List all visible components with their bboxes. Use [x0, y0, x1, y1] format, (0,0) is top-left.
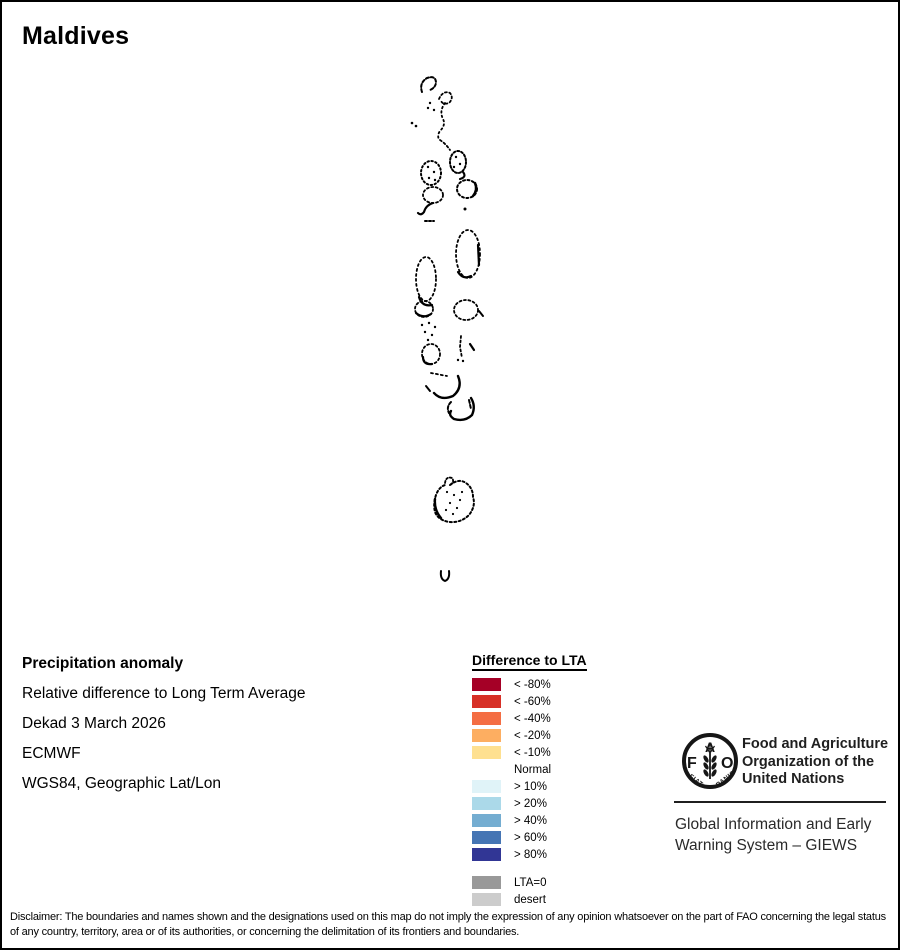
legend-swatch [472, 848, 501, 861]
fao-logo-icon: F A O FIAT PANIS [682, 733, 738, 789]
legend-swatch [472, 780, 501, 793]
legend-swatch [472, 746, 501, 759]
fao-logo-letter-o: O [721, 755, 733, 772]
fao-org-name: Food and Agriculture Organization of the… [742, 736, 888, 789]
legend-swatch [472, 876, 501, 889]
legend-row: < -60% [472, 693, 662, 710]
giews-line: Warning System – GIEWS [675, 837, 858, 854]
wheat-ear-icon [703, 744, 717, 779]
info-dekad: Dekad 3 March 2026 [22, 715, 166, 732]
legend-row: > 60% [472, 829, 662, 846]
giews-label: Global Information and Early Warning Sys… [675, 814, 871, 856]
legend-label: > 10% [514, 780, 547, 793]
legend-label: < -20% [514, 729, 551, 742]
legend-swatch [472, 712, 501, 725]
legend-swatch [472, 695, 501, 708]
legend-row: > 20% [472, 795, 662, 812]
info-method: Relative difference to Long Term Average [22, 685, 306, 702]
info-projection: WGS84, Geographic Lat/Lon [22, 775, 222, 792]
fao-logo-letter-f: F [687, 755, 697, 772]
legend-label: > 60% [514, 831, 547, 844]
legend-swatch [472, 729, 501, 742]
disclaimer-text: Disclaimer: The boundaries and names sho… [10, 911, 886, 938]
legend: Difference to LTA < -80% < -60% < -40% <… [472, 652, 662, 908]
legend-label: > 80% [514, 848, 547, 861]
legend-label: > 40% [514, 814, 547, 827]
page-title: Maldives [22, 22, 130, 50]
fao-org-line: Food and Agriculture [742, 736, 889, 752]
info-source: ECMWF [22, 745, 81, 762]
atoll-outlines [410, 76, 484, 583]
legend-title: Difference to LTA [472, 652, 587, 671]
fao-motto-fiat: FIAT [687, 773, 704, 788]
legend-label: < -80% [514, 678, 551, 691]
legend-row: Normal [472, 761, 662, 778]
legend-label: LTA=0 [514, 876, 547, 889]
legend-row: > 10% [472, 778, 662, 795]
legend-row: < -20% [472, 727, 662, 744]
legend-row: < -40% [472, 710, 662, 727]
legend-label: Normal [514, 763, 552, 776]
legend-swatch [472, 814, 501, 827]
legend-label: desert [514, 893, 546, 906]
legend-swatch [472, 893, 501, 906]
legend-label: < -10% [514, 746, 551, 759]
legend-row: < -80% [472, 676, 662, 693]
fao-motto-panis: PANIS [715, 770, 737, 789]
legend-label: < -40% [514, 712, 551, 725]
fao-org-line: United Nations [742, 771, 845, 787]
legend-swatch [472, 678, 501, 691]
legend-row: LTA=0 [472, 874, 662, 891]
legend-row: > 40% [472, 812, 662, 829]
map-info-block: Precipitation anomaly Relative differenc… [22, 655, 442, 805]
legend-swatch [472, 797, 501, 810]
legend-swatch [472, 763, 501, 776]
legend-swatch [472, 831, 501, 844]
fao-org-line: Organization of the [742, 753, 875, 770]
legend-row: < -10% [472, 744, 662, 761]
legend-row: > 80% [472, 846, 662, 863]
legend-label: > 20% [514, 797, 547, 810]
legend-label: < -60% [514, 695, 551, 708]
legend-row: desert [472, 891, 662, 908]
fao-divider [674, 801, 886, 803]
giews-line: Global Information and Early [675, 816, 872, 833]
info-heading: Precipitation anomaly [22, 655, 184, 672]
